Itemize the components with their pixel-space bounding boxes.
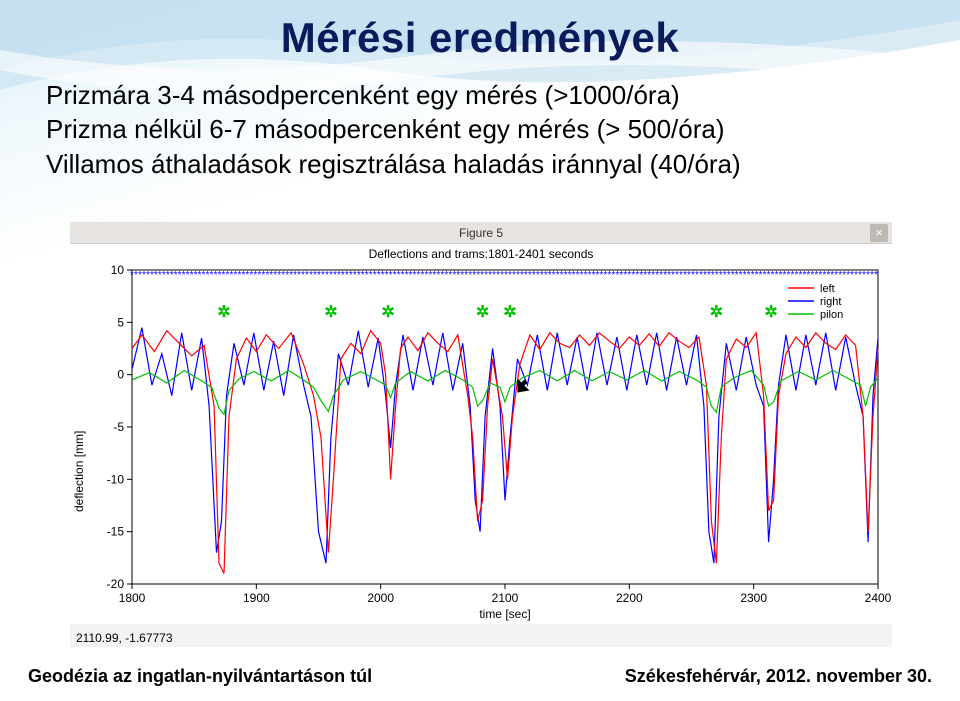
slide: Mérési eredmények Prizmára 3-4 másodperc… <box>0 0 960 701</box>
footer-right: Székesfehérvár, 2012. november 30. <box>625 666 932 687</box>
svg-text:time [sec]: time [sec] <box>479 607 530 621</box>
svg-text:✲: ✲ <box>764 304 777 321</box>
svg-text:2400: 2400 <box>865 591 892 605</box>
svg-text:1900: 1900 <box>243 591 270 605</box>
svg-text:✲: ✲ <box>324 304 337 321</box>
svg-text:✲: ✲ <box>381 304 394 321</box>
svg-text:0: 0 <box>117 368 124 382</box>
bullet-2: Prizma nélkül 6-7 másodpercenként egy mé… <box>46 112 916 146</box>
svg-text:✲: ✲ <box>503 304 516 321</box>
svg-text:✲: ✲ <box>710 304 723 321</box>
svg-text:-15: -15 <box>107 525 125 539</box>
svg-text:5: 5 <box>117 315 124 329</box>
svg-text:2200: 2200 <box>616 591 643 605</box>
slide-title: Mérési eredmények <box>0 14 960 62</box>
svg-text:-10: -10 <box>107 472 125 486</box>
svg-text:2000: 2000 <box>367 591 394 605</box>
svg-text:10: 10 <box>111 264 125 277</box>
coord-readout: 2110.99, -1.67773 <box>70 629 892 647</box>
svg-text:right: right <box>820 296 841 308</box>
figure-window: Figure 5 × Deflections and trams:1801-24… <box>70 222 892 642</box>
svg-text:✲: ✲ <box>476 304 489 321</box>
svg-text:2300: 2300 <box>740 591 767 605</box>
svg-text:pilon: pilon <box>820 309 843 321</box>
bullet-list: Prizmára 3-4 másodpercenként egy mérés (… <box>46 78 916 181</box>
svg-text:✲: ✲ <box>217 304 230 321</box>
plot-area: -20 -15 -10 -5 0 5 10 1800 1900 2000 2100 2200 2300 2… <box>70 264 892 624</box>
svg-text:-20: -20 <box>107 577 125 591</box>
figure-window-title: Figure 5 <box>459 226 503 240</box>
close-icon[interactable]: × <box>870 224 888 242</box>
y-axis-label: deflection [mm] <box>72 431 86 512</box>
footer-left: Geodézia az ingatlan-nyilvántartáson túl <box>28 666 372 687</box>
svg-text:1800: 1800 <box>119 591 146 605</box>
figure-titlebar: Figure 5 × <box>70 222 892 244</box>
svg-text:*: * <box>874 270 878 281</box>
figure-subtitle: Deflections and trams:1801-2401 seconds <box>70 244 892 264</box>
svg-text:2100: 2100 <box>492 591 519 605</box>
svg-text:left: left <box>820 283 835 295</box>
y-axis-label-container: deflection [mm] <box>72 412 90 532</box>
svg-text:-5: -5 <box>113 420 124 434</box>
bullet-3: Villamos áthaladások regisztrálása halad… <box>46 147 916 181</box>
bullet-1: Prizmára 3-4 másodpercenként egy mérés (… <box>46 78 916 112</box>
